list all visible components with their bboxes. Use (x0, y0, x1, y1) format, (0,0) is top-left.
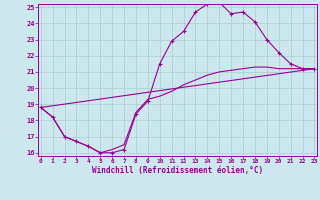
X-axis label: Windchill (Refroidissement éolien,°C): Windchill (Refroidissement éolien,°C) (92, 166, 263, 175)
